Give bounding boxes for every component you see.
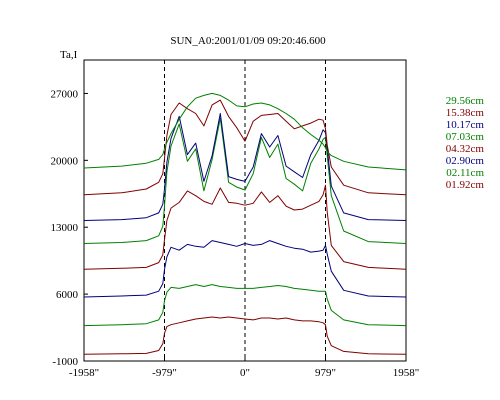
series-line-02.90cm (83, 240, 407, 298)
legend: 29.56cm15.38cm10.17cm07.03cm04.32cm02.90… (446, 95, 485, 191)
y-tick-label-2: 13000 (51, 222, 79, 234)
series-line-07.03cm (83, 117, 407, 244)
legend-entry-10.17cm: 10.17cm (446, 119, 485, 131)
series-line-02.11cm (83, 284, 407, 327)
y-tick-label-0: -1000 (52, 356, 78, 368)
x-tick-label-3: 979" (315, 367, 336, 379)
y-tick-label-4: 27000 (51, 88, 79, 100)
legend-entry-15.38cm: 15.38cm (446, 107, 485, 119)
x-tick-label-4: 1958" (393, 367, 420, 379)
legend-entry-02.90cm: 02.90cm (446, 155, 485, 167)
series-line-15.38cm (83, 99, 407, 196)
legend-entry-02.11cm: 02.11cm (446, 167, 484, 179)
y-tick-label-3: 20000 (51, 155, 79, 167)
series-line-04.32cm (83, 184, 407, 270)
y-axis-label: Ta,I (60, 49, 78, 61)
legend-entry-01.92cm: 01.92cm (446, 179, 485, 191)
x-tick-label-2: 0" (240, 367, 250, 379)
x-tick-label-1: -979" (152, 367, 177, 379)
y-axis-ticks: -1000 6000 13000 20000 27000 (51, 88, 88, 368)
legend-entry-07.03cm: 07.03cm (446, 131, 485, 143)
x-axis-ticks: -1958" -979" 0" 979" 1958" (69, 357, 419, 379)
x-tick-label-0: -1958" (69, 367, 99, 379)
series-line-01.92cm (83, 316, 407, 355)
chart-title: SUN_A0:2001/01/09 09:20:46.600 (170, 35, 326, 47)
y-tick-label-1: 6000 (56, 289, 79, 301)
legend-entry-04.32cm: 04.32cm (446, 143, 485, 155)
series-line-10.17cm (83, 113, 407, 221)
legend-entry-29.56cm: 29.56cm (446, 95, 485, 107)
series-line-29.56cm (83, 92, 407, 171)
series-lines (83, 92, 407, 355)
